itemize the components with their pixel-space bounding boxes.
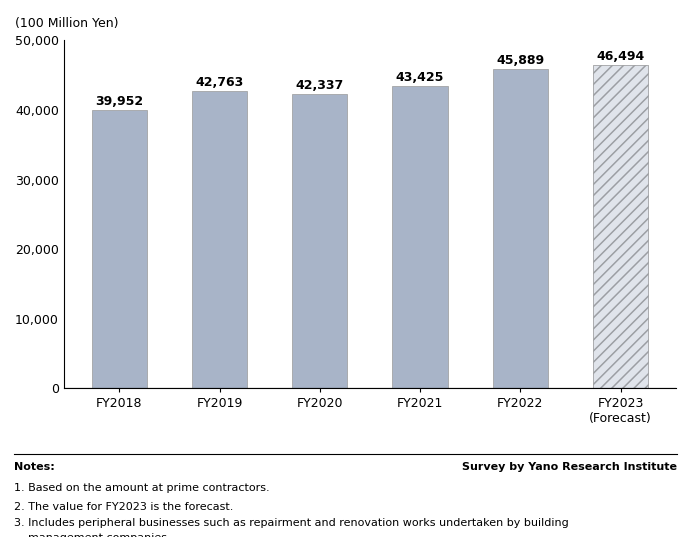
Text: management companies.: management companies.: [14, 533, 171, 537]
Bar: [493, 69, 548, 388]
Text: Survey by Yano Research Institute: Survey by Yano Research Institute: [462, 462, 677, 472]
Text: 45,889: 45,889: [496, 54, 545, 67]
Text: 3. Includes peripheral businesses such as repairment and renovation works undert: 3. Includes peripheral businesses such a…: [14, 518, 569, 528]
Bar: [292, 94, 348, 388]
Text: Notes:: Notes:: [14, 462, 55, 472]
Bar: [192, 91, 247, 388]
Text: 1. Based on the amount at prime contractors.: 1. Based on the amount at prime contract…: [14, 483, 269, 494]
Text: 46,494: 46,494: [596, 50, 645, 63]
Text: 42,763: 42,763: [196, 76, 244, 89]
Text: 39,952: 39,952: [95, 95, 143, 108]
Text: (100 Million Yen): (100 Million Yen): [15, 17, 118, 30]
Bar: [593, 65, 648, 388]
Text: 42,337: 42,337: [296, 78, 344, 92]
Bar: [593, 65, 648, 388]
Text: 43,425: 43,425: [396, 71, 444, 84]
Text: 2. The value for FY2023 is the forecast.: 2. The value for FY2023 is the forecast.: [14, 502, 233, 512]
Bar: [92, 110, 146, 388]
Bar: [392, 86, 448, 388]
